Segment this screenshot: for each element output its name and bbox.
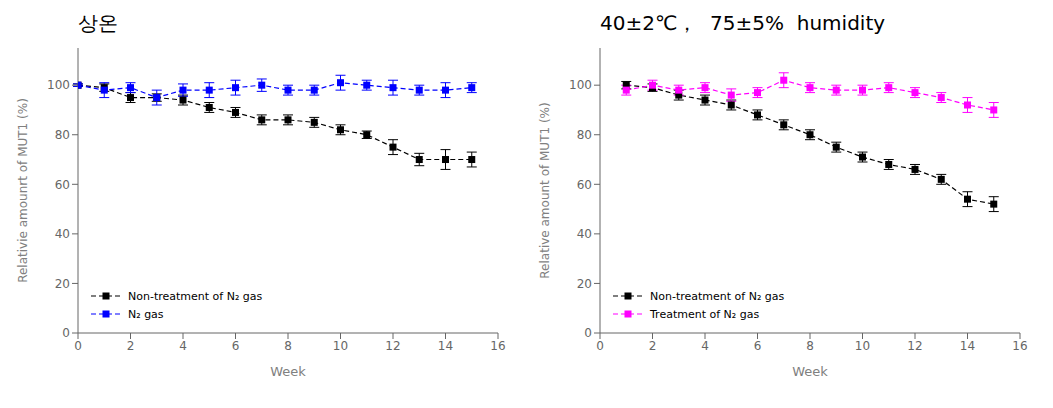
svg-text:12: 12	[385, 339, 400, 353]
svg-text:10: 10	[855, 339, 870, 353]
svg-text:80: 80	[577, 128, 592, 142]
svg-text:20: 20	[577, 277, 592, 291]
svg-text:12: 12	[907, 339, 922, 353]
svg-text:8: 8	[806, 339, 814, 353]
svg-text:60: 60	[577, 178, 592, 192]
svg-text:8: 8	[284, 339, 292, 353]
svg-text:0: 0	[62, 326, 70, 340]
svg-text:16: 16	[1012, 339, 1027, 353]
svg-text:10: 10	[333, 339, 348, 353]
svg-text:Relative amount of MUT1 (%): Relative amount of MUT1 (%)	[538, 102, 552, 278]
svg-text:Week: Week	[270, 364, 306, 379]
svg-text:Relativie amounrt of MUT1 (%): Relativie amounrt of MUT1 (%)	[16, 98, 30, 283]
svg-text:20: 20	[55, 277, 70, 291]
svg-text:60: 60	[55, 178, 70, 192]
svg-text:80: 80	[55, 128, 70, 142]
svg-text:6: 6	[232, 339, 240, 353]
svg-text:4: 4	[179, 339, 187, 353]
svg-text:0: 0	[596, 339, 604, 353]
svg-text:6: 6	[754, 339, 762, 353]
svg-text:2: 2	[649, 339, 657, 353]
html-text:40±2℃， 75±5% humidity: 40±2℃， 75±5% humidity	[600, 11, 886, 35]
svg-text:40: 40	[55, 227, 70, 241]
svg-text:40: 40	[577, 227, 592, 241]
svg-text:14: 14	[438, 339, 453, 353]
html-text:Treatment of N₂ gas: Treatment of N₂ gas	[650, 307, 760, 321]
svg-text:Week: Week	[792, 364, 828, 379]
svg-text:0: 0	[584, 326, 592, 340]
svg-text:100: 100	[47, 78, 70, 92]
svg-text:2: 2	[127, 339, 135, 353]
html-text:N₂ gas: N₂ gas	[128, 307, 164, 321]
svg-text:0: 0	[74, 339, 82, 353]
html-text:상온: 상온	[78, 11, 118, 35]
html-text:Non-treatment of N₂ gas: Non-treatment of N₂ gas	[128, 289, 263, 303]
svg-text:100: 100	[569, 78, 592, 92]
html-text:Non-treatment of N₂ gas: Non-treatment of N₂ gas	[650, 289, 785, 303]
svg-text:16: 16	[490, 339, 505, 353]
svg-text:4: 4	[701, 339, 709, 353]
svg-text:14: 14	[960, 339, 975, 353]
